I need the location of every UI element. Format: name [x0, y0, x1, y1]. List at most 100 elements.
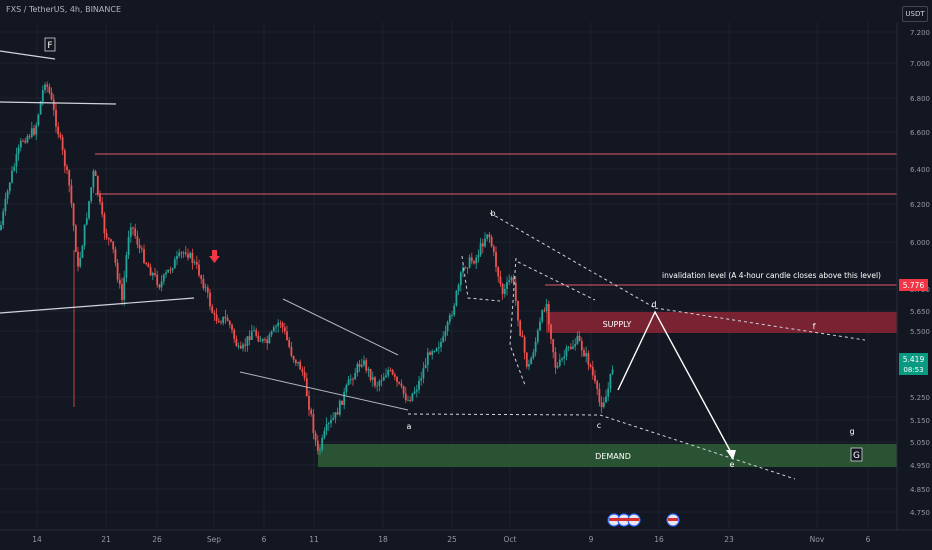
candle-body	[413, 391, 416, 394]
x-tick-label: Nov	[810, 535, 825, 544]
candle-body	[492, 246, 495, 252]
trendline-top-left[interactable]	[0, 50, 56, 60]
candle-body	[213, 312, 216, 315]
candle-body	[105, 233, 108, 238]
wedge-lower[interactable]	[239, 371, 409, 411]
candle-body	[468, 257, 471, 268]
candle-body	[572, 346, 574, 349]
candle-body	[446, 321, 449, 332]
y-tick-label: 6.000	[910, 239, 930, 247]
candle-body	[57, 126, 60, 135]
candle-body	[462, 267, 464, 273]
candle-body	[457, 284, 460, 291]
currency-button[interactable]: USDT	[902, 6, 928, 22]
dashed-small-wedge-1[interactable]	[461, 255, 501, 302]
event-flag-icons[interactable]	[607, 513, 680, 527]
candle-body	[228, 321, 231, 325]
wave-label-G: G	[853, 451, 860, 461]
candle-body	[389, 369, 392, 371]
candle-body	[532, 352, 535, 358]
dashed-small-wedge-2[interactable]	[509, 257, 526, 386]
candle-body	[398, 381, 401, 384]
candle-body	[180, 252, 183, 254]
price-axis[interactable]	[897, 22, 932, 530]
candle-body	[66, 166, 68, 171]
trendline-bottom-left[interactable]	[0, 297, 195, 314]
candle-body	[290, 346, 293, 357]
trendline-horizontal-left[interactable]	[0, 101, 117, 105]
candle-body	[44, 84, 46, 91]
supply-zone-label: SUPPLY	[603, 320, 632, 329]
candle-body	[495, 251, 497, 268]
candle-body	[35, 125, 38, 135]
candle-body	[279, 322, 282, 324]
candle-body	[596, 381, 599, 389]
candle-body	[204, 287, 207, 289]
candle-body	[587, 353, 590, 365]
candle-body	[380, 380, 383, 382]
price-tag-countdown: 08:53	[903, 366, 923, 374]
dashed-small-wedge-3[interactable]	[517, 261, 596, 301]
dashed-a-c[interactable]	[407, 413, 601, 416]
candle-body	[523, 337, 526, 353]
candle-body	[594, 375, 596, 382]
candle-body	[8, 182, 11, 192]
candle-body	[107, 237, 110, 240]
candle-body	[583, 350, 585, 357]
wedge-upper[interactable]	[282, 298, 399, 356]
candle-body	[407, 400, 409, 401]
candle-body	[347, 379, 350, 386]
wave-label-d: d	[651, 300, 656, 309]
candle-body	[140, 248, 143, 250]
candle-body	[136, 236, 139, 245]
candle-body	[563, 356, 566, 359]
candle-body	[270, 331, 273, 335]
x-tick-label: 25	[447, 535, 457, 544]
candle-body	[354, 372, 357, 380]
candle-body	[6, 191, 9, 199]
candle-body	[501, 283, 504, 294]
candle-body	[50, 92, 53, 100]
wave-label-F: F	[47, 41, 52, 51]
dashed-b-d[interactable]	[489, 212, 656, 309]
candle-body	[178, 252, 181, 256]
candle-body	[268, 334, 271, 344]
x-tick-label: 6	[866, 535, 871, 544]
price-tag-current-text: 5.419	[903, 355, 925, 364]
candle-body	[486, 234, 489, 239]
candle-body	[477, 255, 480, 258]
candle-body	[378, 381, 381, 386]
candle-body	[512, 277, 515, 283]
candle-body	[411, 393, 414, 401]
candle-body	[255, 330, 258, 336]
candle-body	[319, 449, 321, 451]
y-tick-label: 7.000	[910, 60, 930, 68]
candle-body	[534, 341, 537, 353]
y-tick-label: 4.850	[910, 486, 930, 494]
candle-body	[292, 356, 295, 360]
candle-body	[239, 345, 242, 349]
candle-body	[220, 322, 222, 324]
wave-label-e: e	[730, 460, 735, 469]
candle-body	[424, 364, 427, 369]
dashed-c-e[interactable]	[599, 414, 796, 480]
candle-body	[288, 340, 291, 347]
candle-body	[272, 327, 275, 332]
candle-body	[547, 303, 550, 325]
candle-body	[94, 171, 97, 176]
wave-label-c: c	[597, 421, 601, 430]
candle-body	[257, 335, 260, 342]
candle-body	[103, 214, 106, 234]
candle-body	[336, 412, 339, 415]
candle-body	[541, 310, 544, 322]
projection-path[interactable]	[617, 310, 734, 457]
candle-body	[59, 134, 62, 138]
candle-body	[510, 277, 513, 281]
candle-body	[358, 363, 361, 367]
invalidation-annotation: invalidation level (A 4-hour candle clos…	[662, 271, 881, 280]
candle-body	[550, 324, 552, 340]
candle-body	[277, 322, 280, 327]
candle-body	[154, 273, 156, 275]
symbol-title[interactable]: FXS / TetherUS, 4h, BINANCE	[6, 5, 122, 14]
